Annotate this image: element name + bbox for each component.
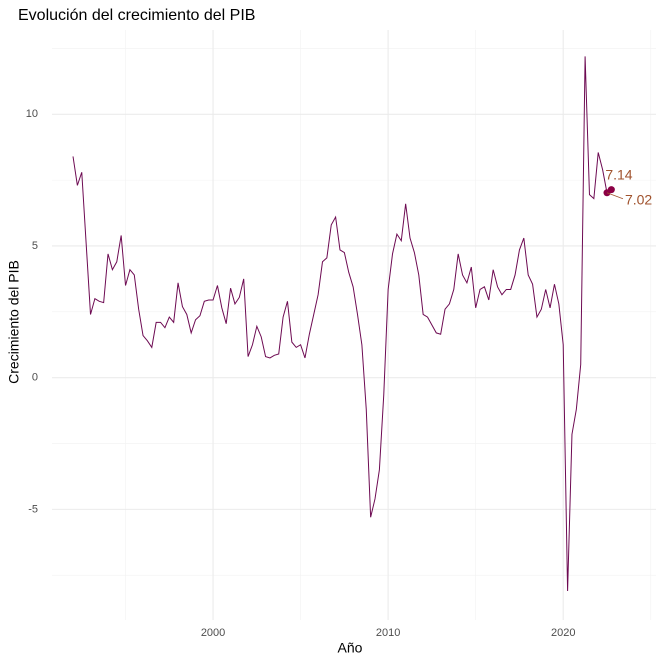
x-tick-label: 2020 xyxy=(551,627,575,639)
point-label: 7.14 xyxy=(605,166,632,182)
highlight-point xyxy=(607,186,615,194)
chart-title: Evolución del crecimiento del PIB xyxy=(18,7,255,24)
label-connector xyxy=(606,192,624,200)
line xyxy=(72,56,612,592)
point-label: 7.02 xyxy=(625,191,652,207)
y-axis-title: Crecimiento del PIB xyxy=(6,260,22,384)
x-tick-label: 2010 xyxy=(376,627,400,639)
x-axis-title: Año xyxy=(338,640,363,656)
y-tick-label: 10 xyxy=(26,108,38,120)
y-tick-label: -5 xyxy=(28,503,38,515)
y-tick-label: 5 xyxy=(32,240,38,252)
y-tick-label: 0 xyxy=(32,372,38,384)
x-tick-label: 2000 xyxy=(201,627,225,639)
